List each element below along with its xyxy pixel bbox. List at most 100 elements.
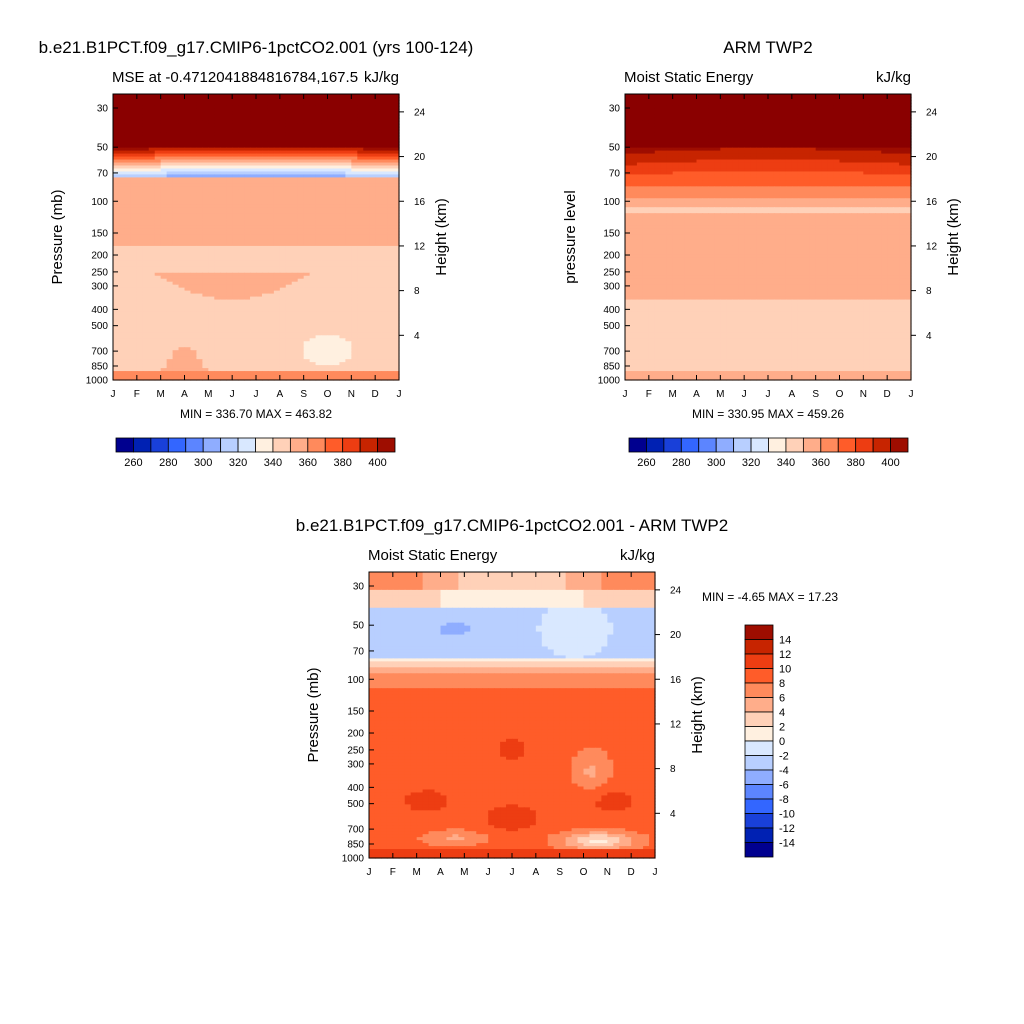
contour-cell xyxy=(279,126,287,131)
contour-cell xyxy=(351,111,358,116)
contour-cell xyxy=(363,344,370,348)
contour-cell xyxy=(214,308,221,313)
contour-cell xyxy=(339,263,346,268)
contour-cell xyxy=(244,117,251,122)
contour-cell xyxy=(267,189,275,193)
contour-cell xyxy=(261,216,269,220)
contour-cell xyxy=(160,266,168,271)
contour-cell xyxy=(172,186,180,190)
contour-cell xyxy=(815,94,823,98)
contour-cell xyxy=(363,105,370,110)
contour-cell xyxy=(256,174,263,179)
contour-cell xyxy=(130,135,138,140)
contour-cell xyxy=(148,302,156,307)
contour-cell xyxy=(381,350,388,354)
contour-cell xyxy=(333,317,341,322)
contour-cell xyxy=(166,180,174,184)
contour-cell xyxy=(184,117,192,122)
contour-cell xyxy=(279,108,287,113)
contour-cell xyxy=(160,207,168,211)
contour-cell xyxy=(118,231,126,235)
contour-cell xyxy=(363,266,370,271)
contour-cell xyxy=(381,204,388,208)
contour-cell xyxy=(279,254,287,259)
contour-cell xyxy=(178,341,186,345)
contour-cell xyxy=(214,204,221,208)
contour-cell xyxy=(351,278,358,283)
contour-cell xyxy=(327,120,335,125)
contour-cell xyxy=(113,102,120,107)
contour-cell xyxy=(166,183,174,187)
contour-cell xyxy=(315,177,323,181)
contour-cell xyxy=(357,296,364,301)
contour-cell xyxy=(303,102,311,107)
contour-cell xyxy=(232,165,239,170)
contour-cell xyxy=(208,147,215,152)
contour-cell xyxy=(273,260,281,265)
contour-cell xyxy=(220,120,227,125)
contour-cell xyxy=(184,305,192,310)
contour-cell xyxy=(178,189,186,193)
contour-cell xyxy=(214,302,221,307)
contour-cell xyxy=(315,219,323,223)
contour-cell xyxy=(250,263,257,268)
panel2-contour-field xyxy=(625,94,912,381)
contour-cell xyxy=(381,368,388,372)
contour-cell xyxy=(172,335,180,339)
contour-cell xyxy=(238,132,245,137)
contour-cell xyxy=(244,314,251,319)
contour-cell xyxy=(345,126,352,131)
contour-cell xyxy=(226,239,233,244)
contour-cell xyxy=(160,242,168,247)
contour-cell xyxy=(381,171,388,176)
contour-cell xyxy=(208,159,215,164)
contour-cell xyxy=(279,266,287,271)
contour-cell xyxy=(190,314,198,319)
contour-cell xyxy=(279,117,287,122)
contour-cell xyxy=(124,162,132,167)
contour-cell xyxy=(261,308,269,313)
contour-cell xyxy=(285,278,293,283)
contour-cell xyxy=(202,231,209,235)
contour-cell xyxy=(357,177,364,181)
contour-cell xyxy=(172,174,180,179)
contour-cell xyxy=(202,290,209,295)
contour-cell xyxy=(208,311,215,316)
contour-cell xyxy=(785,94,793,98)
contour-cell xyxy=(148,296,156,301)
contour-cell xyxy=(393,111,400,116)
contour-cell xyxy=(220,144,227,149)
contour-cell xyxy=(220,320,227,324)
contour-cell xyxy=(113,278,120,283)
contour-cell xyxy=(303,374,311,378)
contour-cell xyxy=(136,278,144,283)
contour-cell xyxy=(333,141,341,146)
contour-cell xyxy=(339,129,346,134)
contour-cell xyxy=(124,174,132,179)
contour-cell xyxy=(327,108,335,113)
contour-cell xyxy=(309,216,317,220)
contour-cell xyxy=(113,359,120,363)
contour-cell xyxy=(178,168,186,173)
contour-cell xyxy=(315,245,323,250)
contour-row xyxy=(113,242,400,247)
contour-cell xyxy=(118,296,126,301)
contour-cell xyxy=(142,114,150,119)
contour-cell xyxy=(333,362,341,366)
contour-cell xyxy=(315,183,323,187)
contour-cell xyxy=(154,257,162,262)
contour-cell xyxy=(285,308,293,313)
contour-cell xyxy=(160,311,168,316)
contour-cell xyxy=(202,168,209,173)
contour-cell xyxy=(118,195,126,199)
contour-cell xyxy=(261,344,269,348)
contour-cell xyxy=(142,263,150,268)
contour-cell xyxy=(393,150,400,155)
contour-cell xyxy=(291,371,299,375)
contour-cell xyxy=(279,183,287,187)
contour-cell xyxy=(381,245,388,250)
contour-cell xyxy=(220,374,227,378)
contour-cell xyxy=(130,308,138,313)
contour-cell xyxy=(166,99,174,104)
contour-cell xyxy=(190,114,198,119)
